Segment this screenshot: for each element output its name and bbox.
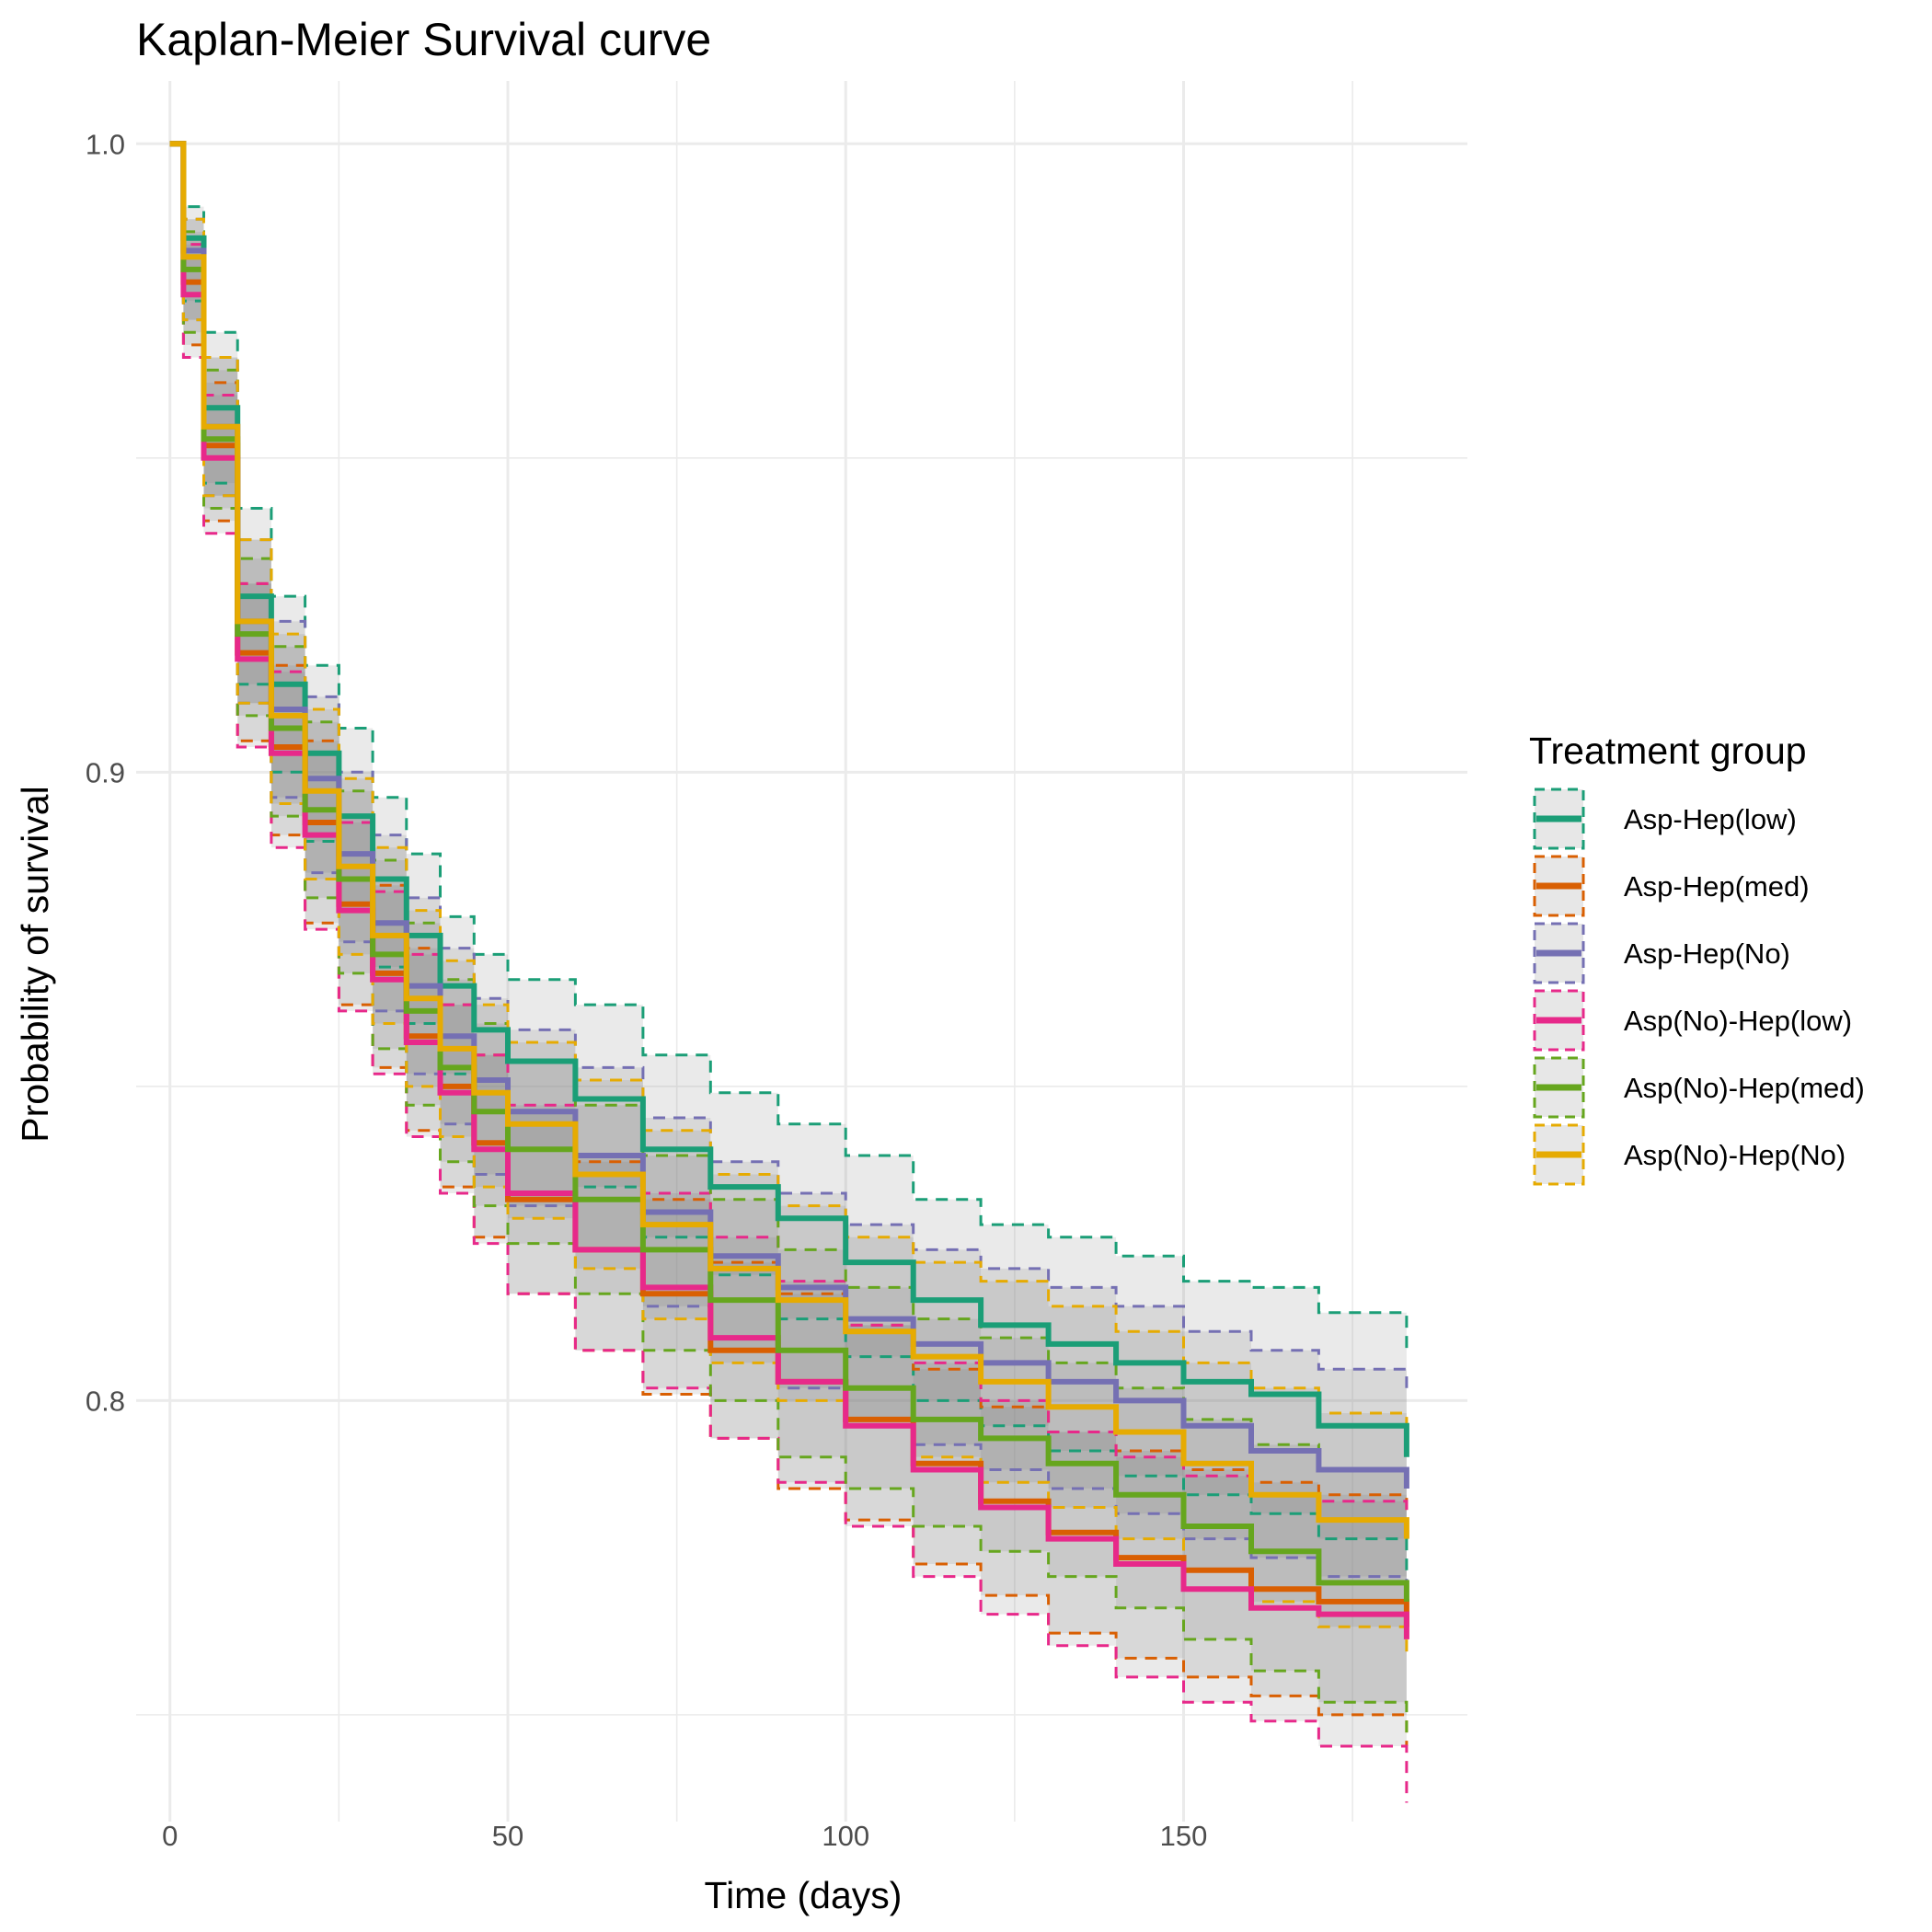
- legend-item-asp-no-hep-no: Asp(No)-Hep(No): [1533, 1123, 1846, 1186]
- survival-curves: [169, 141, 1409, 1639]
- major-gridlines: [136, 81, 1467, 1822]
- legend-item-asp-hep-med: Asp-Hep(med): [1533, 855, 1810, 917]
- legend-label-asp-no-hep-no: Asp(No)-Hep(No): [1624, 1139, 1846, 1171]
- legend-title: Treatment group: [1529, 730, 1807, 772]
- legend-label-asp-no-hep-med: Asp(No)-Hep(med): [1624, 1072, 1865, 1104]
- x-tick-label: 150: [1160, 1820, 1208, 1852]
- legend-label-asp-hep-low: Asp-Hep(low): [1624, 803, 1797, 835]
- x-tick-label: 0: [162, 1820, 178, 1852]
- y-axis-title: Probability of survival: [14, 786, 56, 1142]
- ci-lower-asp-no-hep-med: [169, 142, 1409, 1734]
- legend-label-asp-no-hep-low: Asp(No)-Hep(low): [1624, 1005, 1852, 1037]
- km-curve-asp-no-hep-med: [169, 141, 1409, 1602]
- legend-items: Asp-Hep(low) Asp-Hep(med) Asp-Hep(No) Asp(N…: [1533, 788, 1865, 1186]
- legend-item-asp-no-hep-med: Asp(No)-Hep(med): [1533, 1056, 1865, 1119]
- legend-label-asp-hep-no: Asp-Hep(No): [1624, 937, 1790, 970]
- legend-label-asp-hep-med: Asp-Hep(med): [1624, 870, 1810, 903]
- legend: Treatment group Asp-Hep(low) Asp-Hep(med)…: [1529, 730, 1865, 1186]
- y-tick-label: 0.9: [86, 756, 125, 788]
- legend-item-asp-hep-no: Asp-Hep(No): [1533, 922, 1790, 984]
- ci-lower-asp-no-hep-low: [169, 142, 1409, 1803]
- ci-band-asp-no-hep-med: [169, 144, 1407, 1734]
- x-tick-label: 50: [492, 1820, 523, 1852]
- km-curve-asp-no-hep-low: [169, 141, 1409, 1639]
- y-axis-tick-labels: 0.8 0.9 1.0: [86, 128, 125, 1417]
- x-axis-tick-labels: 0 50 100 150: [162, 1820, 1207, 1852]
- x-axis-title: Time (days): [705, 1874, 903, 1916]
- chart-title: Kaplan-Meier Survival curve: [136, 14, 711, 65]
- ci-band-asp-no-hep-low: [169, 144, 1407, 1803]
- legend-item-asp-no-hep-low: Asp(No)-Hep(low): [1533, 989, 1852, 1052]
- ci-band-asp-hep-med: [169, 144, 1407, 1746]
- x-tick-label: 100: [822, 1820, 869, 1852]
- y-tick-label: 1.0: [86, 128, 125, 160]
- minor-gridlines: [136, 81, 1467, 1822]
- y-tick-label: 0.8: [86, 1385, 125, 1417]
- km-curve-asp-no-hep-no: [169, 141, 1409, 1539]
- legend-item-asp-hep-low: Asp-Hep(low): [1533, 788, 1797, 850]
